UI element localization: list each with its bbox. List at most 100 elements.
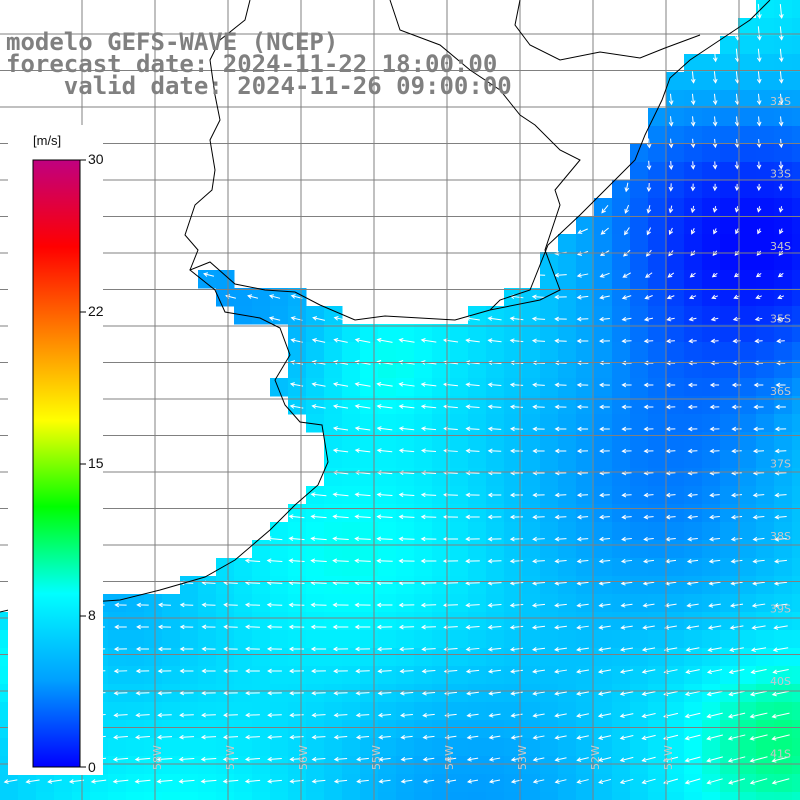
wind-speed-cell	[468, 648, 487, 667]
wind-speed-cell	[396, 342, 415, 361]
wind-speed-cell	[612, 486, 631, 505]
wind-speed-cell	[648, 360, 667, 379]
wind-speed-cell	[738, 108, 757, 127]
wind-speed-cell	[738, 666, 757, 685]
wind-arrow	[621, 316, 632, 322]
wind-speed-cell	[792, 504, 800, 523]
wind-speed-cell	[540, 324, 559, 343]
wind-arrow	[354, 404, 371, 409]
wind-arrow	[310, 514, 327, 519]
wind-speed-cell	[342, 486, 361, 505]
wind-speed-cell	[306, 414, 325, 433]
wind-speed-cell	[414, 540, 433, 559]
wind-speed-cell	[540, 522, 559, 541]
wind-arrow	[245, 712, 260, 718]
wind-speed-cell	[792, 216, 800, 235]
wind-speed-cell	[792, 612, 800, 631]
wind-speed-cell	[270, 612, 289, 631]
wind-speed-cell	[162, 756, 181, 775]
wind-speed-cell	[738, 504, 757, 523]
wind-arrow	[778, 161, 784, 170]
wind-arrow	[465, 404, 480, 410]
wind-arrow	[576, 647, 589, 652]
wind-speed-cell	[198, 720, 217, 739]
wind-speed-cell	[702, 90, 721, 109]
wind-speed-cell	[432, 684, 451, 703]
wind-speed-cell	[432, 360, 451, 379]
wind-speed-cell	[684, 414, 703, 433]
wind-arrow	[712, 71, 718, 84]
wind-speed-cell	[576, 576, 595, 595]
wind-speed-cell	[126, 684, 145, 703]
wind-speed-cell	[648, 252, 667, 271]
wind-speed-cell	[576, 522, 595, 541]
wind-speed-cell	[198, 630, 217, 649]
wind-arrow	[754, 316, 763, 322]
wind-arrow	[135, 734, 150, 740]
wind-arrow	[576, 669, 590, 674]
wind-arrow	[509, 382, 524, 388]
wind-speed-cell	[630, 288, 649, 307]
wind-speed-cell	[270, 576, 289, 595]
wind-speed-cell	[414, 360, 433, 379]
wind-arrow	[398, 624, 415, 630]
wind-arrow	[664, 603, 677, 608]
wind-speed-cell	[162, 648, 181, 667]
wind-speed-cell	[486, 396, 505, 415]
wind-arrow	[690, 161, 696, 170]
wind-speed-cell	[666, 270, 685, 289]
wind-speed-cell	[702, 198, 721, 217]
wind-speed-cell	[792, 54, 800, 73]
wind-speed-cell	[792, 324, 800, 343]
wind-arrow	[597, 691, 612, 696]
wind-speed-cell	[306, 630, 325, 649]
wind-speed-cell	[90, 774, 109, 793]
wind-speed-cell	[414, 630, 433, 649]
wind-arrow	[376, 492, 393, 498]
wind-speed-cell	[108, 738, 127, 757]
wind-speed-cell	[234, 648, 253, 667]
wind-speed-cell	[450, 378, 469, 397]
wind-speed-cell	[792, 36, 800, 55]
wind-arrow	[684, 756, 701, 763]
wind-speed-cell	[522, 594, 541, 613]
wind-arrow	[310, 624, 327, 630]
wind-speed-cell	[180, 594, 199, 613]
wind-speed-cell	[414, 594, 433, 613]
wind-speed-cell	[774, 432, 793, 451]
wind-speed-cell	[738, 558, 757, 577]
wind-arrow	[311, 690, 326, 696]
wind-speed-cell	[342, 468, 361, 487]
wind-arrow	[621, 448, 632, 454]
wind-arrow	[288, 514, 305, 519]
wind-speed-cell	[576, 396, 595, 415]
wind-speed-cell	[306, 504, 325, 523]
wind-speed-cell	[738, 252, 757, 271]
wind-arrow	[332, 448, 349, 453]
wind-speed-cell	[342, 774, 361, 793]
wind-arrow	[554, 669, 567, 674]
wind-speed-cell	[522, 630, 541, 649]
wind-speed-cell	[450, 432, 469, 451]
wind-arrow	[598, 558, 611, 564]
wind-speed-cell	[108, 702, 127, 721]
wind-speed-cell	[576, 432, 595, 451]
wind-arrow	[487, 316, 502, 321]
wind-speed-cell	[36, 774, 55, 793]
wind-speed-cell	[666, 702, 685, 721]
wind-speed-cell	[684, 234, 703, 253]
wind-speed-cell	[540, 378, 559, 397]
wind-arrow	[554, 757, 567, 762]
wind-speed-cell	[648, 594, 667, 613]
wind-arrow	[266, 602, 283, 608]
forecast-date: forecast date: 2024-11-22 18:00:00	[6, 50, 498, 78]
wind-speed-cell	[648, 288, 667, 307]
wind-speed-cell	[342, 630, 361, 649]
wind-speed-cell	[396, 540, 415, 559]
wind-speed-cell	[486, 360, 505, 379]
wind-speed-cell	[432, 594, 451, 613]
wind-speed-cell	[414, 432, 433, 451]
wind-speed-cell	[72, 774, 91, 793]
wind-arrow	[646, 227, 652, 236]
wind-speed-cell	[522, 666, 541, 685]
